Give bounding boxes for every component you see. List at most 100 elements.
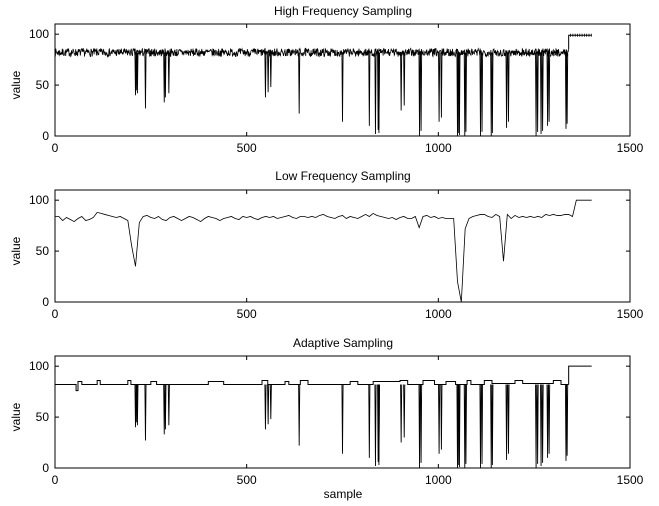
chart-panel-high-frequency: High Frequency Sampling value 0 500 1000 15… [9, 4, 644, 155]
chart-title: High Frequency Sampling [274, 4, 412, 18]
x-tick-label: 1500 [617, 473, 644, 487]
spike-mark [458, 52, 461, 135]
y-tick-label: 0 [42, 129, 49, 143]
spike-mark [341, 384, 344, 454]
spike-mark [136, 384, 139, 426]
spike-mark [298, 384, 301, 446]
x-tick-label: 0 [52, 141, 59, 155]
spike-mark [420, 384, 423, 463]
spike-mark [464, 52, 467, 132]
y-tick-label: 100 [29, 193, 49, 207]
spike-mark [144, 52, 147, 109]
spike-mark [144, 384, 147, 441]
y-axis-label: value [9, 236, 23, 265]
spike-mark [164, 52, 167, 98]
spike-mark [420, 52, 423, 131]
x-tick-label: 1500 [617, 141, 644, 155]
spike-mark [479, 384, 482, 469]
spike-mark [374, 52, 377, 134]
spike-mark [403, 52, 406, 106]
spike-mark [546, 52, 549, 126]
plot-frame [54, 189, 631, 303]
y-tick-label: 100 [29, 359, 49, 373]
spike-mark [505, 384, 508, 460]
x-tick-label: 1000 [425, 473, 452, 487]
spike-mark [341, 52, 344, 122]
y-axis-label: value [9, 402, 23, 431]
final-plateau-line [568, 34, 592, 50]
spike-mark [535, 52, 538, 137]
chart-title: Adaptive Sampling [293, 336, 393, 350]
x-tick-label: 0 [52, 307, 59, 321]
spike-mark [167, 384, 170, 426]
y-tick-label: 100 [29, 27, 49, 41]
x-tick-label: 500 [237, 307, 257, 321]
spike-mark [479, 52, 482, 137]
spike-mark [481, 384, 484, 464]
spike-mark [491, 52, 494, 133]
series-line [55, 199, 592, 303]
spike-mark [377, 52, 380, 133]
y-tick-label: 50 [36, 244, 50, 258]
x-axis-label: sample [324, 487, 363, 501]
spike-mark [167, 52, 170, 94]
spike-mark [536, 52, 539, 132]
spike-mark [507, 52, 510, 122]
spike-mark [368, 384, 371, 458]
plot-frame [54, 355, 631, 469]
series-line [55, 379, 569, 392]
spike-mark [400, 52, 403, 111]
spike-mark [136, 52, 139, 94]
spike-mark [546, 384, 549, 458]
x-tick-label: 1000 [425, 141, 452, 155]
x-tick-label: 500 [237, 141, 257, 155]
spike-mark [548, 384, 551, 454]
chart-panel-low-frequency: Low Frequency Sampling value 0 500 1000 150… [9, 169, 644, 321]
y-tick-label: 50 [36, 78, 50, 92]
spike-mark [374, 384, 377, 466]
y-tick-label: 50 [36, 410, 50, 424]
final-plateau-line [568, 365, 592, 385]
spike-mark [481, 52, 484, 132]
spike-mark [440, 384, 443, 450]
spike-mark [267, 384, 270, 425]
spike-mark [505, 52, 508, 128]
spike-mark [418, 52, 421, 137]
spike-mark [267, 52, 270, 93]
spike-mark [438, 52, 441, 122]
spike-mark [541, 52, 544, 131]
spike-mark [403, 384, 406, 438]
spike-mark [535, 384, 538, 469]
spike-mark [400, 384, 403, 443]
y-tick-label: 0 [42, 295, 49, 309]
spike-mark [458, 384, 461, 467]
x-tick-label: 1500 [617, 307, 644, 321]
spike-mark [536, 384, 539, 464]
spike-mark [491, 384, 494, 465]
spike-mark [269, 384, 272, 420]
spike-mark [507, 384, 510, 454]
spike-mark [540, 52, 543, 134]
spike-mark [264, 384, 267, 430]
spike-mark [566, 384, 569, 456]
chart-panel-adaptive: Adaptive Sampling value 0 500 1000 1500 0 50 1… [9, 336, 644, 501]
chart-title: Low Frequency Sampling [275, 169, 410, 183]
y-tick-label: 0 [42, 461, 49, 475]
spike-mark [164, 384, 167, 430]
spike-mark [566, 52, 569, 124]
spike-mark [541, 384, 544, 463]
spike-mark [464, 384, 467, 464]
spike-mark [438, 384, 441, 454]
plot-frame [54, 23, 631, 137]
spike-mark [264, 52, 267, 98]
spike-mark [298, 52, 301, 114]
spike-mark [548, 52, 551, 122]
x-tick-label: 500 [237, 473, 257, 487]
spike-mark [418, 384, 421, 469]
spike-mark [377, 384, 380, 465]
x-tick-label: 0 [52, 473, 59, 487]
y-axis-label: value [9, 70, 23, 99]
spike-mark [540, 384, 543, 466]
spike-mark [269, 52, 272, 88]
